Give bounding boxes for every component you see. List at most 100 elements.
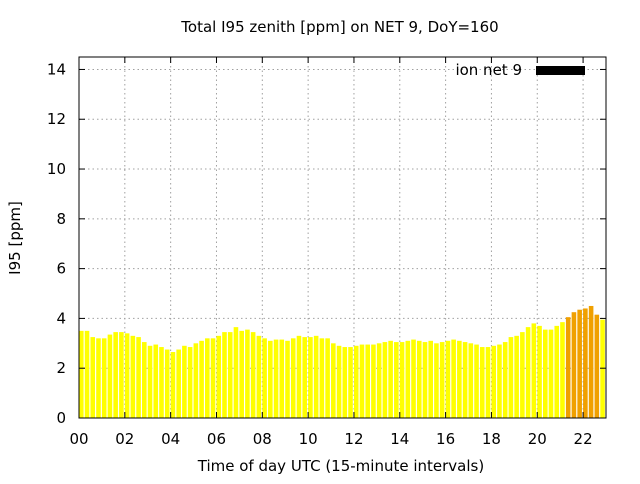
bar [560, 322, 565, 418]
bar [600, 319, 605, 418]
bar [222, 332, 227, 418]
bar [577, 309, 582, 418]
x-tick-label: 12 [344, 430, 363, 448]
bars-layer [79, 305, 605, 418]
bar [205, 338, 210, 418]
bar [474, 344, 479, 418]
bar [182, 345, 187, 418]
bar [262, 338, 267, 418]
bar [445, 340, 451, 418]
bar [411, 339, 416, 418]
bar [296, 335, 302, 418]
bar [210, 338, 216, 418]
bar [462, 342, 468, 418]
bar [468, 343, 474, 418]
bar [336, 345, 342, 418]
bar [548, 329, 554, 418]
y-tick-label: 4 [56, 309, 66, 327]
bar [520, 332, 525, 418]
bar [537, 325, 542, 418]
bar [439, 342, 445, 418]
plot-frame [78, 56, 607, 419]
bar [348, 347, 353, 418]
bar [187, 347, 193, 418]
bar [79, 330, 84, 418]
bar [525, 327, 531, 418]
bar [176, 349, 181, 418]
bar [164, 349, 170, 418]
y-tick-label: 14 [47, 60, 66, 78]
x-tick-label: 14 [390, 430, 409, 448]
bar [233, 327, 239, 418]
bar [497, 344, 502, 418]
bar [250, 332, 256, 418]
bar [245, 329, 250, 418]
x-tick-label: 08 [253, 430, 272, 448]
bar [491, 345, 497, 418]
bar [279, 339, 285, 418]
bar [416, 340, 422, 418]
y-tick-label: 12 [47, 110, 66, 128]
bar [594, 314, 600, 418]
y-axis-label: I95 [ppm] [6, 201, 24, 275]
legend: ion net 9 [455, 61, 585, 79]
y-tick-label: 0 [56, 409, 66, 427]
bar [571, 312, 577, 418]
bar [565, 317, 571, 418]
bar [583, 308, 588, 418]
bar [325, 338, 330, 418]
x-axis-label: Time of day UTC (15-minute intervals) [197, 457, 484, 475]
x-tick-label: 02 [115, 430, 134, 448]
bar [256, 335, 262, 418]
bar [130, 335, 136, 418]
x-tick-label: 00 [69, 430, 88, 448]
bar [588, 305, 594, 418]
bar [308, 337, 313, 418]
bar [428, 340, 434, 418]
bar [376, 343, 382, 418]
bar [422, 342, 428, 418]
x-tick-label: 10 [299, 430, 318, 448]
bar [542, 329, 548, 418]
bar [216, 335, 222, 418]
bar [479, 347, 485, 418]
bar [394, 342, 399, 418]
bar [268, 340, 273, 418]
bar [331, 343, 336, 418]
bar [359, 344, 365, 418]
bar [502, 342, 508, 418]
bar [273, 339, 279, 418]
bar [508, 337, 514, 418]
bar [124, 333, 130, 418]
bar [239, 330, 244, 418]
bar [342, 347, 348, 418]
y-tick-label: 6 [56, 260, 66, 278]
bar [227, 332, 233, 418]
bar [90, 337, 96, 418]
bar [193, 343, 199, 418]
bar [485, 347, 491, 418]
y-tick-label: 10 [47, 160, 66, 178]
chart-title: Total I95 zenith [ppm] on NET 9, DoY=160 [180, 18, 498, 36]
y-tick-label: 2 [56, 359, 66, 377]
bar [96, 338, 101, 418]
legend-swatch [536, 66, 585, 75]
x-tick-label: 22 [574, 430, 593, 448]
bar [531, 323, 537, 418]
bar [159, 347, 164, 418]
bar [382, 342, 388, 418]
bar [199, 340, 204, 418]
bar [405, 340, 411, 418]
x-tick-label: 16 [436, 430, 455, 448]
bar [353, 345, 359, 418]
y-tick-label: 8 [56, 210, 66, 228]
bar [147, 345, 153, 418]
bar [457, 340, 462, 418]
bar [290, 338, 296, 418]
bar [113, 332, 118, 418]
x-tick-label: 04 [161, 430, 180, 448]
bar [554, 325, 560, 418]
